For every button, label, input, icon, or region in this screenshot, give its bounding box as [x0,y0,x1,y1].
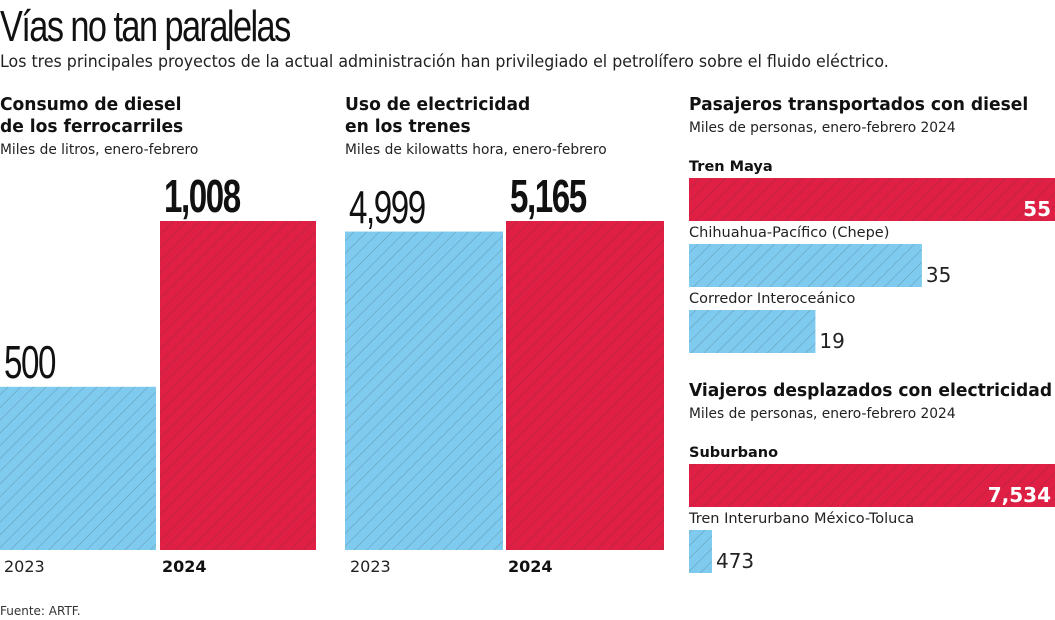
chart4-title: Viajeros desplazados con electricidad [689,380,1053,401]
chart1-bar-2023 [0,386,156,550]
chart1-value-label-2023: 500 [4,335,56,388]
chart3-bar-0 [689,178,1055,221]
chart2-bar-2024 [506,221,664,550]
chart3-category-tren-maya: Tren Maya [689,159,773,175]
chart3-title: Pasajeros transportados con diesel [689,94,1029,115]
chart2-value-label-2024: 5,165 [510,170,587,222]
chart2-bar-2023 [345,231,503,551]
source-note: Fuente: ARTF. [0,604,81,618]
chart3-category-chepe: Chihuahua-Pacífico (Chepe) [689,225,890,241]
chart2-value-label-2023: 4,999 [349,180,426,233]
chart1-category-2023: 2023 [4,557,45,576]
chart3-value-label-corredor: 19 [819,329,845,353]
chart1-title-line1: Consumo de diesel [0,94,182,115]
chart4-bar-0 [689,464,1055,507]
infographic-title: Vías no tan paralelas [0,2,291,51]
chart1-value-label-2024: 1,008 [164,170,241,222]
chart2-category-2024: 2024 [508,557,553,576]
chart2-title-line2: en los trenes [345,116,471,137]
chart3-value-label-chepe: 35 [925,263,952,287]
infographic-subtitle: Los tres principales proyectos de la act… [0,52,889,72]
chart3-value-label-tren-maya: 55 [1023,197,1051,221]
chart3-bar-1 [689,244,922,287]
chart4-category-suburbano: Suburbano [689,445,779,461]
chart4-value-label-interurbano: 473 [715,549,755,573]
chart4-category-interurbano: Tren Interurbano México-Toluca [689,511,915,527]
chart4-subtitle: Miles de personas, enero-febrero 2024 [689,406,956,422]
chart1-title-line2: de los ferrocarriles [0,116,184,137]
chart2-title-line1: Uso de electricidad [345,94,531,115]
chart4-bar-1 [689,530,712,573]
chart3-subtitle: Miles de personas, enero-febrero 2024 [689,120,956,136]
chart3-bar-2 [689,310,816,353]
chart2-subtitle: Miles de kilowatts hora, enero-febrero [345,142,607,158]
chart1-subtitle: Miles de litros, enero-febrero [0,142,199,158]
chart2-category-2023: 2023 [350,557,391,576]
chart1-bar-2024 [160,221,316,550]
chart1-category-2024: 2024 [162,557,207,576]
chart3-category-corredor: Corredor Interoceánico [689,291,856,307]
chart4-value-label-suburbano: 7,534 [987,483,1051,507]
